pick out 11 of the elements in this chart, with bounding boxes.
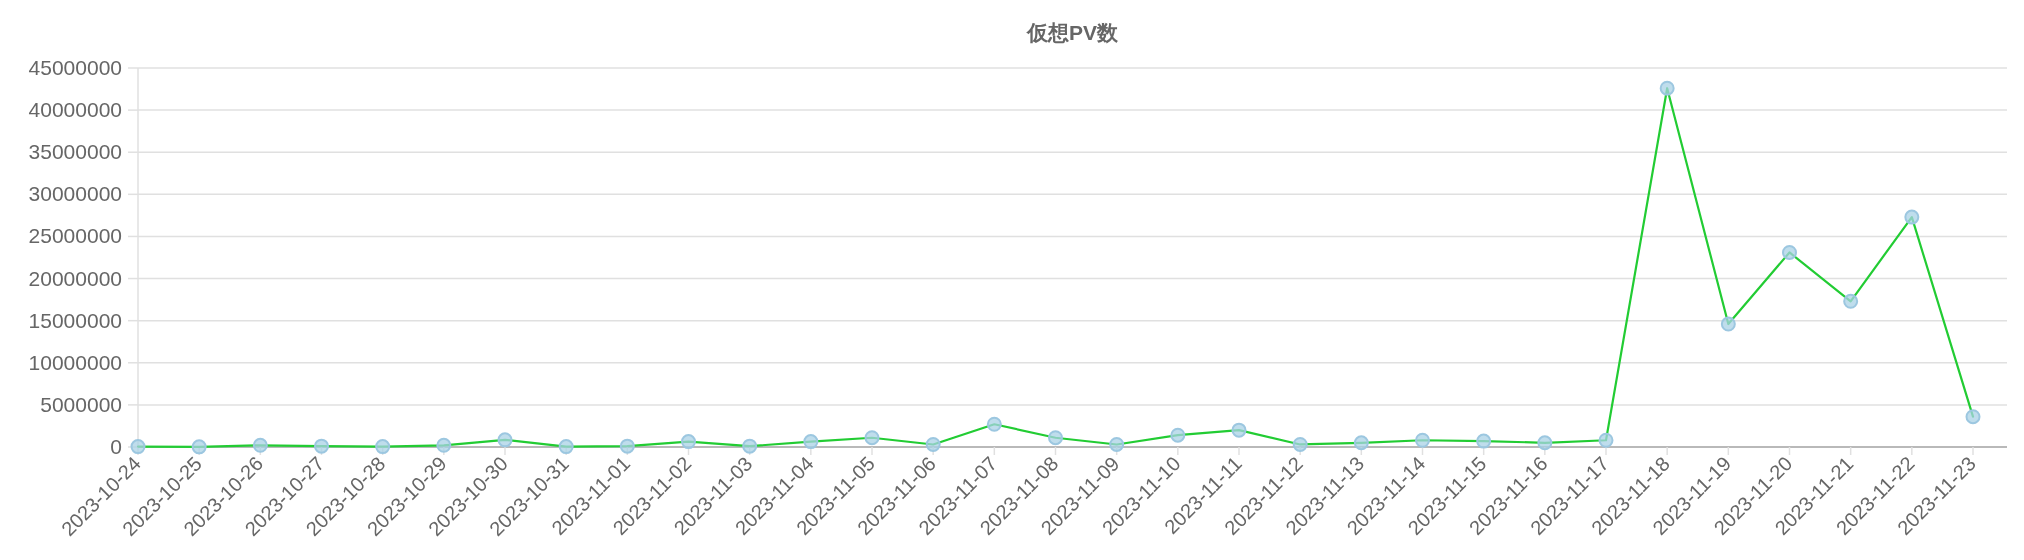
chart-title: 仮想PV数: [1025, 21, 1120, 44]
y-tick-label: 25000000: [28, 224, 122, 248]
y-tick-label: 45000000: [28, 56, 122, 79]
y-tick-label: 40000000: [28, 98, 122, 122]
y-tick-label: 15000000: [28, 308, 122, 332]
y-tick-label: 10000000: [28, 350, 122, 374]
y-tick-label: 35000000: [28, 140, 122, 164]
y-tick-label: 5000000: [40, 392, 122, 416]
y-tick-label: 20000000: [28, 266, 122, 290]
y-tick-label: 0: [110, 435, 122, 458]
y-tick-label: 30000000: [28, 182, 122, 206]
